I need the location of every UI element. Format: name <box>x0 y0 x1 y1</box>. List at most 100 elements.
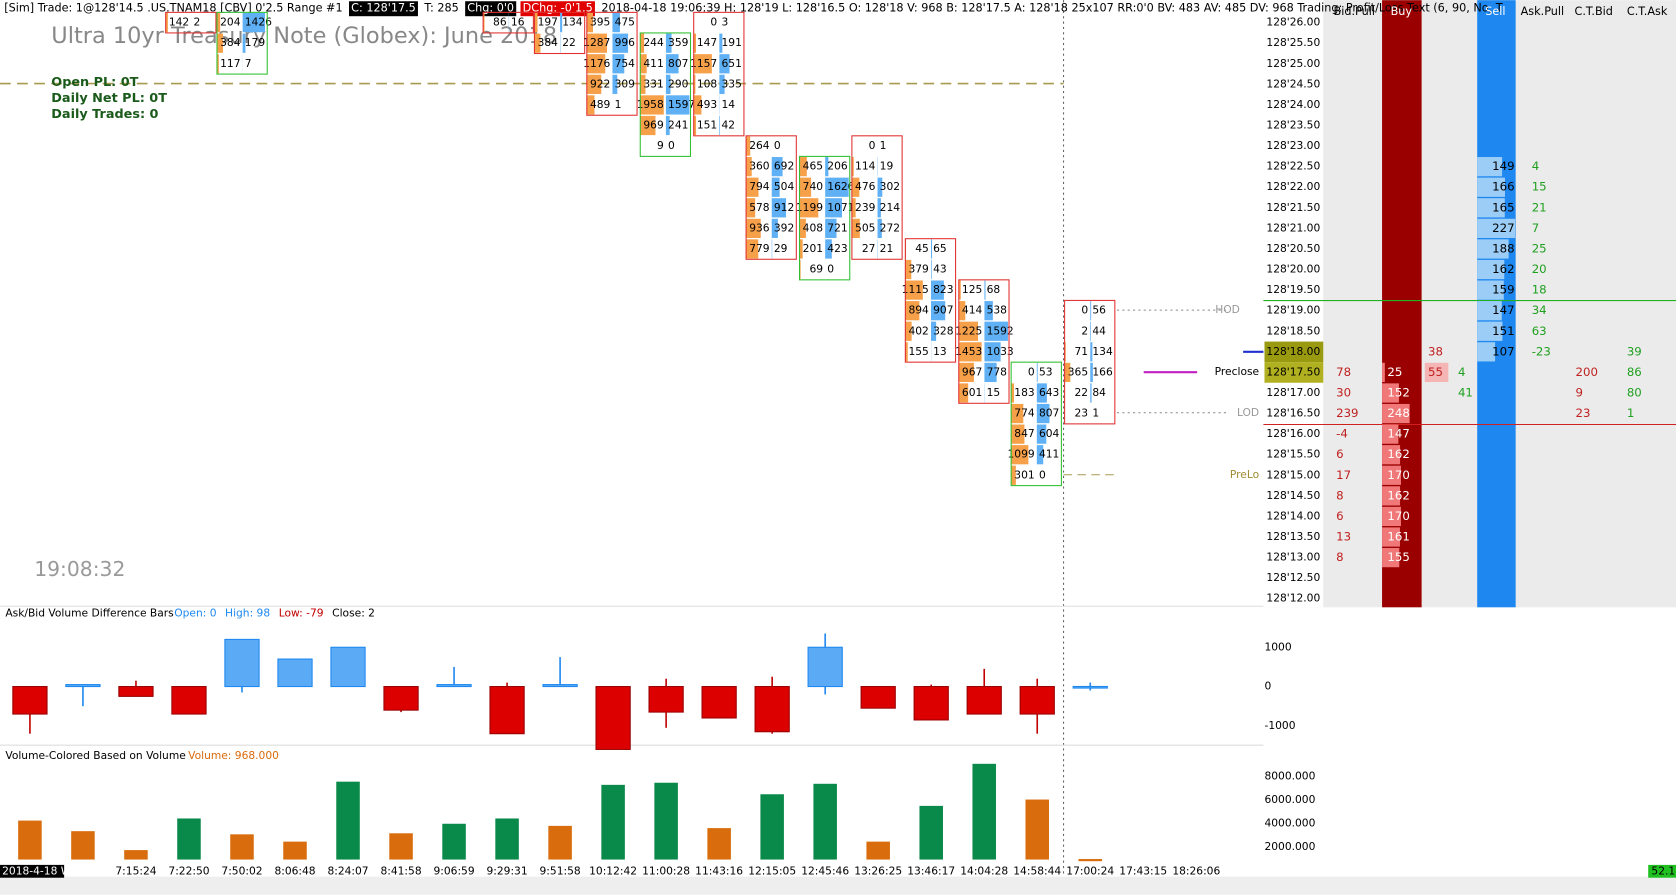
panel-title: Ask/Bid Volume Difference Bars <box>5 607 174 620</box>
bid-bar <box>693 54 712 74</box>
bar-box <box>482 11 534 34</box>
price-highlight <box>1264 362 1324 383</box>
bar-box <box>216 11 268 75</box>
ladder-ask-size: 55 <box>1428 365 1443 379</box>
price-highlight <box>1264 341 1324 363</box>
bid-bar <box>640 33 645 53</box>
time-label: 7:15:24 <box>115 864 156 877</box>
ask-bar <box>719 74 725 94</box>
ladder-price: 128'25.00 <box>1266 57 1320 70</box>
bid-bar <box>905 321 912 341</box>
ask-vol: 335 <box>721 77 741 90</box>
bid-bar <box>1011 445 1029 465</box>
time-label: 10:12:42 <box>589 864 637 877</box>
time-label: 13:46:17 <box>907 864 955 877</box>
ask-vol: 475 <box>615 16 635 29</box>
bid-bar <box>693 115 697 136</box>
bar-box <box>165 11 217 34</box>
time-label: 7:50:02 <box>221 864 262 877</box>
size-bar <box>1424 362 1449 383</box>
bid-bar <box>586 74 602 94</box>
time-label: 12:45:46 <box>801 864 849 877</box>
bid-vol: 1199 <box>796 201 823 214</box>
ask-vol: 392 <box>774 221 794 234</box>
ask-vol: 604 <box>1039 427 1060 440</box>
ladder-sell: 147 <box>1492 303 1514 317</box>
volume-bar <box>972 763 996 860</box>
time-label: 14:04:28 <box>960 864 1008 877</box>
ladder-ask-pull: 15 <box>1532 180 1547 194</box>
bid-vol: 967 <box>962 365 982 378</box>
ask-vol: 721 <box>827 221 847 234</box>
bid-vol: 0 <box>869 139 876 152</box>
ask-vol: 1033 <box>987 345 1014 358</box>
ask-vol: 3 <box>721 16 728 29</box>
bid-bar <box>1011 465 1016 485</box>
ask-vol: 0 <box>774 139 781 152</box>
bid-bar <box>905 301 920 321</box>
ladder-sell: 227 <box>1492 221 1514 235</box>
panel-stat: Open: 0 <box>174 607 216 620</box>
bid-bar <box>746 136 751 156</box>
ladder-ask-pull: 4 <box>1532 159 1539 173</box>
ladder-price: 128'21.00 <box>1266 221 1320 234</box>
ask-vol: 1592 <box>987 324 1014 337</box>
bid-vol: 1287 <box>583 36 610 49</box>
delta-body <box>118 686 154 697</box>
volume-bar <box>389 833 413 860</box>
ladder-ask-pull: -23 <box>1532 344 1551 358</box>
ladder-bid-pull: 8 <box>1336 488 1343 502</box>
delta-body <box>648 686 684 713</box>
volume-bar <box>442 823 466 860</box>
ladder-bid-pull: -4 <box>1336 427 1348 441</box>
ask-vol: 68 <box>987 283 1001 296</box>
bid-bar <box>693 74 696 94</box>
ladder-sell: 151 <box>1492 324 1514 338</box>
header-text: C: 128'17.5 <box>351 2 416 15</box>
bid-vol: 1099 <box>1008 448 1035 461</box>
ask-bar <box>930 259 932 280</box>
ladder-ask-pull: 18 <box>1532 283 1547 297</box>
ask-bar <box>665 74 671 94</box>
bid-bar <box>905 280 923 300</box>
bid-vol: 23 <box>1075 407 1089 420</box>
ask-vol: 538 <box>987 304 1008 317</box>
sell-bar <box>1477 198 1505 218</box>
ladder-ct-ask: 39 <box>1627 344 1642 358</box>
buy-bar <box>1382 445 1401 465</box>
bid-vol: 9 <box>657 139 664 152</box>
ask-vol: 42 <box>721 119 735 132</box>
bid-vol: 71 <box>1075 345 1089 358</box>
bid-bar <box>958 301 966 321</box>
ladder-price: 128'22.50 <box>1266 160 1320 173</box>
bid-vol: 465 <box>803 160 823 173</box>
ask-vol: 807 <box>1039 407 1059 420</box>
panel-stat: Close: 2 <box>332 607 375 620</box>
bid-bar <box>586 33 607 53</box>
volume-bar <box>124 850 148 860</box>
time-label: 12:15:05 <box>748 864 796 877</box>
scrollbar[interactable] <box>0 876 1676 895</box>
ladder-ct-ask: 86 <box>1627 365 1642 379</box>
stat: Daily Trades: 0 <box>51 107 158 122</box>
ladder-buy: 248 <box>1387 406 1409 420</box>
bid-vol: 402 <box>908 324 928 337</box>
delta-body <box>754 686 790 733</box>
sell-bar <box>1477 157 1503 177</box>
ask-bar <box>665 33 672 53</box>
delta-body <box>383 686 419 711</box>
ask-vol: 359 <box>668 36 689 49</box>
sell-bar <box>1477 177 1505 197</box>
time-label: 8:41:58 <box>380 864 421 877</box>
sell-bar <box>1477 218 1516 238</box>
ask-bar <box>930 301 946 321</box>
bid-vol: 379 <box>908 263 929 276</box>
delta-body <box>807 646 843 688</box>
ask-vol: 179 <box>245 36 266 49</box>
ask-vol: 56 <box>1092 304 1106 317</box>
ask-vol: 907 <box>933 304 953 317</box>
ask-vol: 807 <box>668 57 688 70</box>
ladder-price: 128'13.00 <box>1266 551 1320 564</box>
ladder-ct-bid: 23 <box>1576 406 1591 420</box>
bid-bar <box>483 13 485 33</box>
